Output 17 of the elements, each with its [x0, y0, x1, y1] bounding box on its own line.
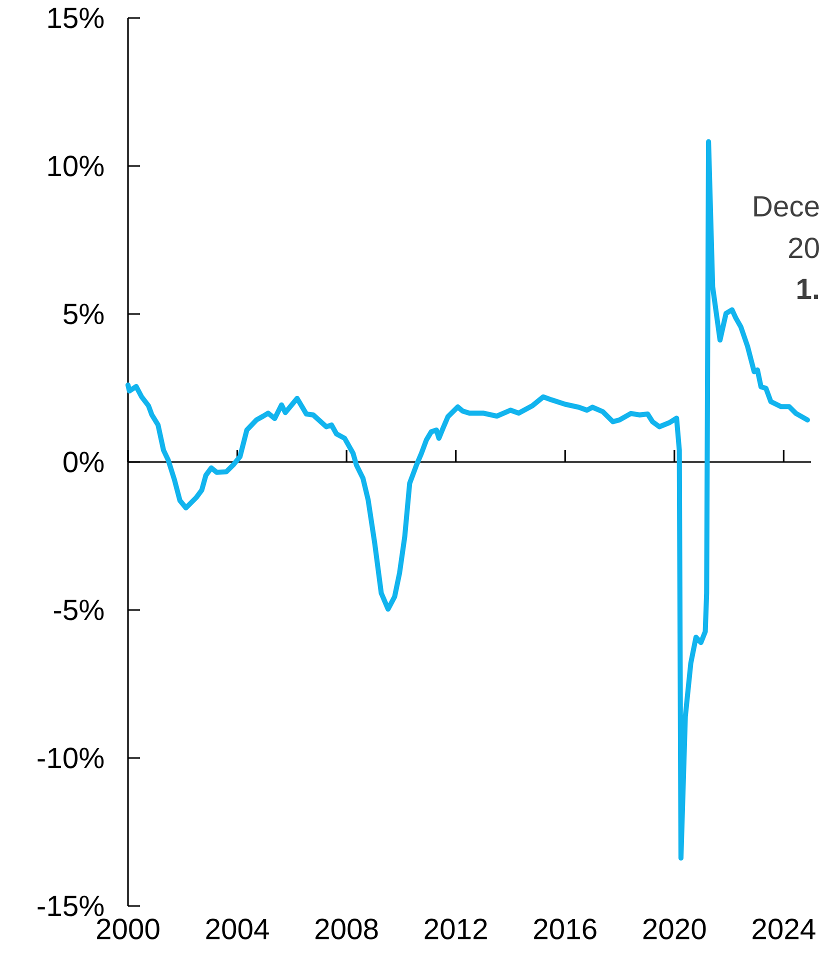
y-tick-label: 5% — [64, 304, 104, 324]
y-tick-label: 10% — [48, 156, 104, 176]
annotation: 20 — [789, 238, 819, 258]
x-tick-label: 2020 — [643, 918, 706, 940]
y-tick-label: -15% — [38, 896, 104, 916]
y-tick-label: -10% — [38, 748, 104, 768]
x-tick-label: 2008 — [316, 918, 378, 940]
annotation: Dece — [754, 196, 819, 217]
y-tick-label: 15% — [48, 8, 104, 28]
x-tick-label: 2012 — [424, 918, 487, 940]
x-tick-label: 2016 — [534, 918, 596, 940]
x-tick-label: 2024 — [752, 918, 816, 940]
y-tick-label: -5% — [54, 600, 104, 620]
annotation: 1. — [798, 278, 818, 300]
x-tick-label: 2004 — [206, 918, 269, 940]
x-tick-label: 2000 — [96, 918, 160, 940]
y-tick-label: 0% — [64, 452, 104, 472]
